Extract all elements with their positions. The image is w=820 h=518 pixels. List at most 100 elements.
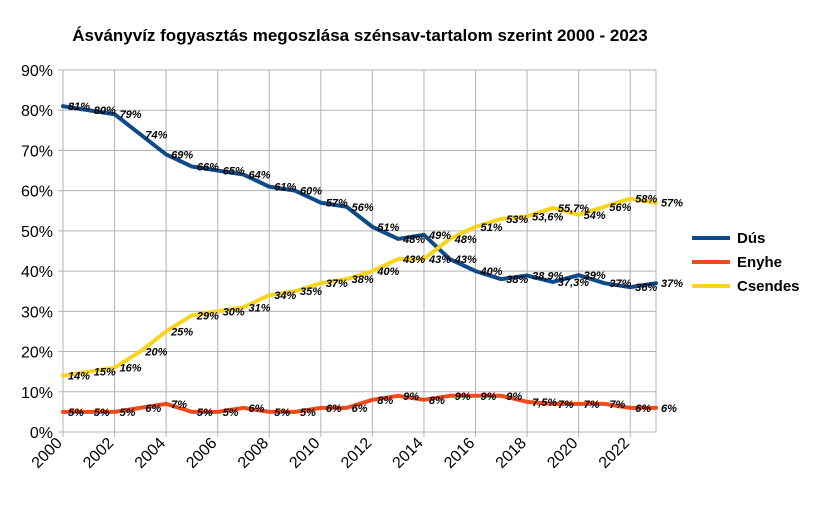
data-label: 9% [455, 391, 471, 403]
series-line-1 [61, 393, 658, 414]
data-label: 6% [248, 403, 264, 415]
data-label: 66% [197, 162, 219, 174]
data-label: 53,6% [532, 211, 563, 223]
data-label: 7% [609, 399, 625, 411]
data-label: 37% [326, 278, 348, 290]
data-label: 5% [223, 407, 239, 419]
data-label: 38% [352, 274, 374, 286]
data-label: 5% [300, 407, 316, 419]
data-label: 48% [402, 234, 425, 246]
data-label: 7% [171, 399, 187, 411]
ytick-label: 30% [21, 304, 53, 321]
data-label: 40% [376, 266, 399, 278]
data-label: 48% [454, 234, 477, 246]
data-label: 49% [428, 230, 451, 242]
data-label: 37% [661, 278, 683, 290]
data-label: 30% [223, 306, 245, 318]
data-label: 5% [274, 407, 290, 419]
data-label: 6% [145, 403, 161, 415]
data-label: 43% [454, 254, 477, 266]
legend-swatch-dus [692, 236, 730, 240]
data-label: 64% [248, 170, 270, 182]
data-label: 7% [584, 399, 600, 411]
xtick-label: 2022 [596, 435, 633, 472]
data-label: 6% [352, 403, 368, 415]
data-label: 69% [171, 149, 193, 161]
chart-title: Ásványvíz fogyasztás megoszlása szénsav-… [72, 26, 648, 45]
grid [62, 69, 657, 433]
series-line-0 [61, 104, 658, 290]
data-label: 29% [196, 310, 219, 322]
data-label: 7% [558, 399, 574, 411]
data-label: 6% [326, 403, 342, 415]
data-label: 61% [274, 182, 296, 194]
data-label: 81% [68, 101, 90, 113]
data-label: 38,9% [532, 271, 563, 283]
data-label: 6% [635, 403, 651, 415]
data-label: 34% [274, 290, 296, 302]
data-label: 37% [609, 278, 631, 290]
ytick-label: 40% [21, 264, 53, 281]
data-label: 5% [68, 407, 84, 419]
data-label: 65% [223, 166, 245, 178]
data-label: 53% [506, 214, 528, 226]
xtick-label: 2004 [132, 435, 169, 472]
data-label: 5% [197, 407, 213, 419]
legend-label-csendes: Csendes [737, 277, 800, 295]
data-label: 36% [635, 282, 657, 294]
xtick-label: 2014 [390, 435, 427, 472]
ytick-label: 10% [21, 385, 53, 402]
xtick-label: 2020 [544, 435, 581, 472]
data-label: 9% [403, 391, 419, 403]
ytick-label: 20% [21, 345, 53, 362]
data-label: 20% [144, 347, 167, 359]
data-label: 31% [248, 302, 270, 314]
data-label: 8% [429, 395, 445, 407]
data-label: 16% [120, 363, 142, 375]
xtick-label: 2008 [235, 435, 272, 472]
data-labels: 81% 80% 79%74%69%66% 65% 64%61% 60%57% 56%51%4… [68, 101, 683, 419]
data-label: 35% [300, 286, 322, 298]
data-label: 15% [94, 367, 116, 379]
data-label: 8% [377, 395, 393, 407]
data-label: 58% [635, 194, 657, 206]
data-label: 54% [584, 210, 606, 222]
data-label: 74% [145, 129, 167, 141]
data-label: 7,5% [532, 397, 557, 409]
data-label: 14% [68, 371, 90, 383]
data-label: 60% [300, 186, 322, 198]
legend-label-dus: Dús [737, 229, 766, 247]
ytick-label: 0% [30, 425, 53, 442]
xtick-label: 2012 [338, 435, 375, 472]
data-label: 6% [661, 403, 677, 415]
data-label: 79% [120, 109, 142, 121]
xtick-label: 2006 [183, 435, 220, 472]
data-label: 80% [94, 105, 116, 117]
legend-swatch-csendes [692, 284, 730, 288]
data-label: 57% [661, 198, 683, 210]
data-label: 51% [481, 222, 503, 234]
legend: Dús Enyhe Csendes [692, 226, 800, 298]
legend-item-csendes: Csendes [692, 274, 800, 298]
ytick-label: 90% [21, 63, 53, 80]
data-label: 25% [170, 326, 193, 338]
legend-item-dus: Dús [692, 226, 800, 250]
ytick-label: 70% [21, 143, 53, 160]
data-label: 9% [506, 391, 522, 403]
ytick-label: 80% [21, 103, 53, 120]
xtick-label: 2002 [80, 435, 117, 472]
ytick-label: 60% [21, 184, 53, 201]
data-label: 43% [402, 254, 425, 266]
data-label: 5% [94, 407, 110, 419]
series-lines [61, 104, 658, 414]
data-label: 37,3% [558, 277, 589, 289]
legend-item-enyhe: Enyhe [692, 250, 800, 274]
legend-label-enyhe: Enyhe [737, 253, 783, 271]
xtick-label: 2010 [286, 435, 323, 472]
data-label: 51% [377, 222, 399, 234]
data-label: 38% [506, 274, 528, 286]
data-label: 43% [428, 254, 451, 266]
data-label: 56% [609, 202, 631, 214]
data-label: 5% [120, 407, 136, 419]
